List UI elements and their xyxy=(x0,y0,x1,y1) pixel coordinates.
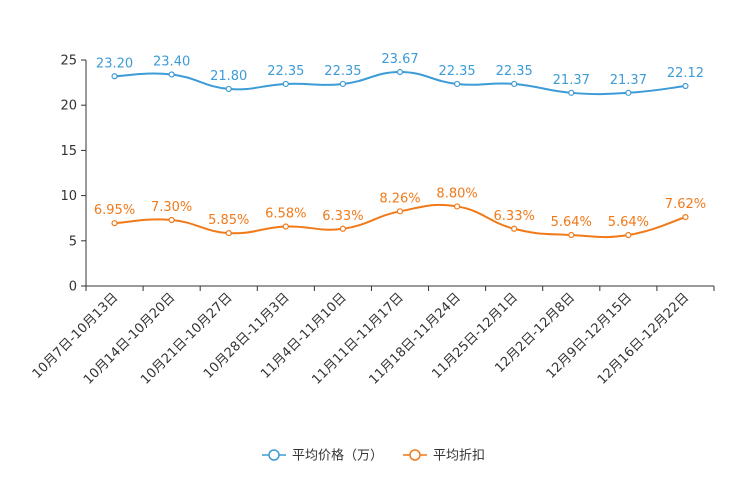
legend-item-1[interactable]: 平均价格（万） xyxy=(262,448,383,464)
data-label: 22.35 xyxy=(438,64,475,79)
y-tick-label: 5 xyxy=(69,234,77,249)
data-point[interactable] xyxy=(625,231,632,239)
legend-label: 平均价格（万） xyxy=(292,448,383,464)
y-tick-label: 15 xyxy=(60,144,77,159)
data-label: 23.40 xyxy=(153,54,190,69)
legend-item-2[interactable]: 平均折扣 xyxy=(403,449,485,464)
data-label: 22.35 xyxy=(324,64,361,79)
data-point[interactable] xyxy=(625,89,632,96)
data-point[interactable] xyxy=(168,71,175,78)
data-point[interactable] xyxy=(453,80,461,88)
data-point[interactable] xyxy=(339,80,347,88)
legend-label: 平均折扣 xyxy=(433,449,485,464)
data-label: 6.33% xyxy=(322,209,363,224)
series-1: 23.20 23.40 21.80 22.35 22.35 23.67 22.35 22.35… xyxy=(96,52,704,96)
data-point[interactable] xyxy=(682,82,689,90)
data-label: 5.64% xyxy=(608,215,649,230)
data-label: 8.26% xyxy=(379,191,420,206)
data-label: 22.12 xyxy=(667,66,704,81)
data-point[interactable] xyxy=(396,208,404,215)
data-label: 6.58% xyxy=(265,207,306,222)
y-tick-label: 20 xyxy=(60,99,77,114)
data-point[interactable] xyxy=(225,85,232,93)
data-point[interactable] xyxy=(111,220,118,227)
data-point[interactable] xyxy=(111,73,118,80)
data-label: 21.37 xyxy=(610,73,647,88)
series-line xyxy=(114,71,686,96)
data-point[interactable] xyxy=(682,214,689,221)
chart-series: 23.20 23.40 21.80 22.35 22.35 23.67 22.35 22.35… xyxy=(94,52,706,239)
data-point[interactable] xyxy=(339,225,347,232)
data-point[interactable] xyxy=(453,203,461,210)
y-tick-label: 10 xyxy=(60,189,77,204)
data-point[interactable] xyxy=(396,68,404,76)
data-label: 6.95% xyxy=(94,203,135,218)
data-label: 7.30% xyxy=(151,200,192,215)
data-label: 23.20 xyxy=(96,56,133,71)
data-label: 8.80% xyxy=(436,186,477,201)
data-label: 6.33% xyxy=(494,209,535,224)
series-2: 6.95% 7.30% 5.85% 6.58% 6.33% 8.26% 8.80% 6.33%… xyxy=(94,186,706,239)
chart-legend[interactable]: 平均价格（万） 平均折扣 xyxy=(262,448,485,464)
data-label: 23.67 xyxy=(381,52,418,67)
data-point[interactable] xyxy=(282,223,289,230)
data-point[interactable] xyxy=(168,216,175,224)
data-label: 5.64% xyxy=(551,215,592,230)
legend-circle-icon xyxy=(409,449,421,461)
data-point[interactable] xyxy=(225,230,232,237)
legend-circle-icon xyxy=(268,449,280,461)
data-point[interactable] xyxy=(568,89,575,96)
data-label: 7.62% xyxy=(665,197,706,212)
data-label: 22.35 xyxy=(496,64,533,79)
data-point[interactable] xyxy=(568,231,575,239)
data-label: 22.35 xyxy=(267,64,304,79)
data-point[interactable] xyxy=(511,80,518,88)
data-label: 21.37 xyxy=(553,73,590,88)
y-tick-label: 25 xyxy=(60,54,77,69)
data-label: 5.85% xyxy=(208,213,249,228)
data-point[interactable] xyxy=(511,225,518,232)
data-point[interactable] xyxy=(282,80,289,88)
data-label: 21.80 xyxy=(210,69,247,84)
y-tick-label: 0 xyxy=(69,280,77,295)
